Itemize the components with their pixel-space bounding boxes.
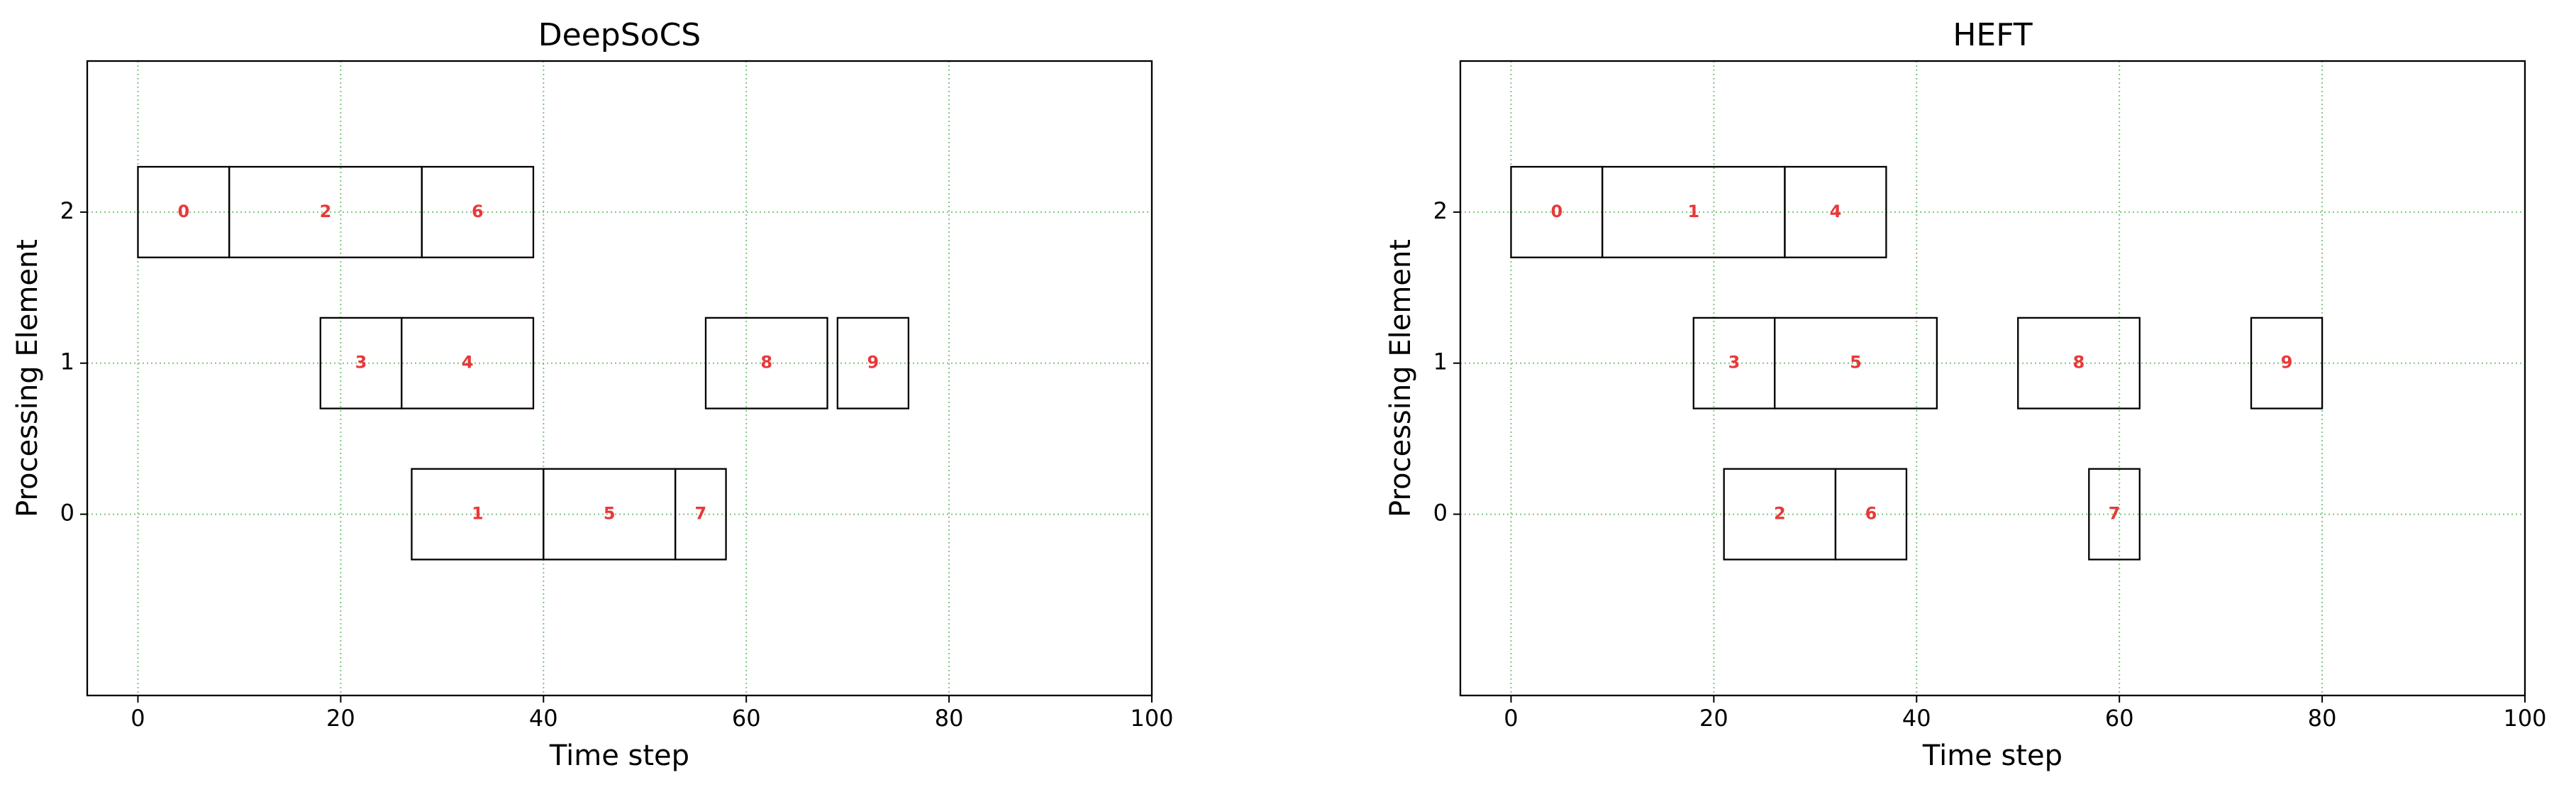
task-bar [704, 317, 828, 409]
task-bar [836, 317, 910, 409]
x-axis-label: Time step [1922, 739, 2063, 772]
x-tick-label: 60 [2105, 705, 2134, 732]
task-label: 7 [2109, 504, 2121, 524]
x-tick-label: 100 [1130, 705, 1173, 732]
task-label: 0 [1550, 202, 1562, 221]
task-label: 8 [2073, 353, 2085, 373]
y-tick-label: 1 [60, 348, 74, 375]
x-axis-label: Time step [549, 739, 689, 772]
task-bar [674, 468, 727, 561]
task-label: 3 [1728, 353, 1741, 373]
task-label: 5 [604, 504, 616, 524]
task-label: 7 [695, 504, 707, 524]
x-tick-label: 20 [326, 705, 355, 732]
chart-title: DeepSoCS [538, 17, 701, 53]
task-bar [2250, 317, 2324, 409]
task-bar [2017, 317, 2141, 409]
task-bar [401, 317, 535, 409]
task-label: 1 [1687, 202, 1699, 221]
task-label: 1 [472, 504, 484, 524]
x-tick-label: 40 [1902, 705, 1931, 732]
x-tick-label: 80 [2308, 705, 2337, 732]
x-tick-label: 100 [2503, 705, 2546, 732]
x-tick-label: 0 [1504, 705, 1518, 732]
task-bar [1834, 468, 1908, 561]
chart-title: HEFT [1953, 17, 2032, 53]
task-bar [421, 165, 535, 258]
task-label: 4 [1830, 202, 1842, 221]
y-tick-label: 2 [1433, 197, 1448, 224]
x-tick-label: 80 [935, 705, 964, 732]
y-tick-label: 2 [60, 197, 74, 224]
axes-frame [1459, 60, 2526, 697]
y-tick-label: 0 [1433, 500, 1448, 527]
task-label: 0 [177, 202, 189, 221]
task-label: 3 [355, 353, 367, 373]
task-label: 2 [1774, 504, 1786, 524]
task-bar [1774, 317, 1938, 409]
task-bar [2088, 468, 2141, 561]
x-tick-label: 60 [732, 705, 761, 732]
task-label: 8 [760, 353, 772, 373]
task-bar [1784, 165, 1887, 258]
task-label: 5 [1850, 353, 1862, 373]
task-label: 6 [472, 202, 484, 221]
y-axis-label: Processing Element [11, 239, 44, 517]
y-axis-label: Processing Element [1384, 239, 1417, 517]
axes-frame [86, 60, 1153, 697]
x-tick-label: 0 [131, 705, 145, 732]
task-label: 4 [462, 353, 474, 373]
y-tick-label: 0 [60, 500, 74, 527]
task-label: 9 [2281, 353, 2293, 373]
task-label: 9 [867, 353, 879, 373]
task-label: 2 [320, 202, 332, 221]
x-tick-label: 20 [1699, 705, 1728, 732]
x-tick-label: 40 [529, 705, 558, 732]
y-tick-label: 1 [1433, 348, 1448, 375]
task-label: 6 [1865, 504, 1877, 524]
